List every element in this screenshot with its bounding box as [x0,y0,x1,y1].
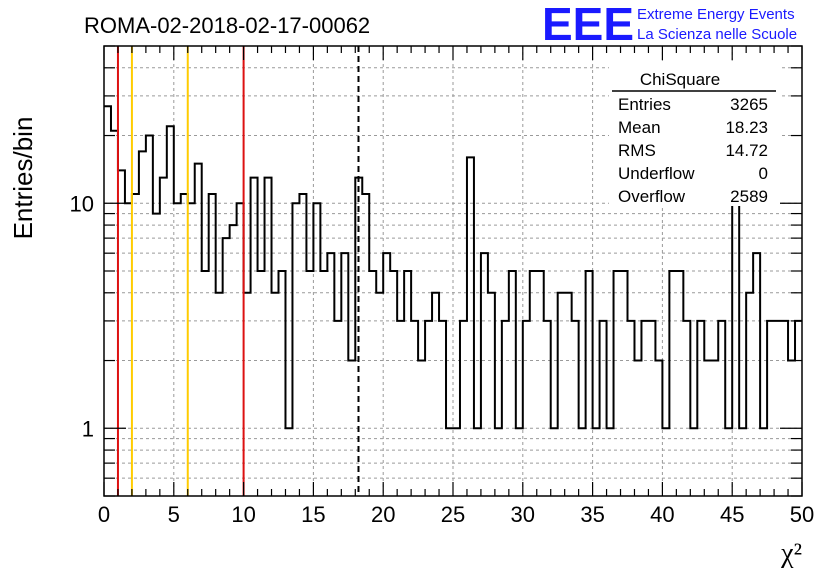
stats-box: ChiSquare Entries 3265 Mean 18.23 RMS 14.72 Un… [609,64,779,206]
stats-rows: Entries 3265 Mean 18.23 RMS 14.72 Underflow 0 Ov… [618,95,768,206]
x-tick-label: 50 [790,502,814,527]
logo-line-2: La Scienza nelle Scuole [637,26,797,43]
x-axis-label: χ² [780,538,802,569]
stats-row-label: Underflow [618,164,695,183]
x-tick-label: 30 [511,502,535,527]
x-tick-label: 40 [650,502,674,527]
stats-row-value: 0 [759,164,768,183]
x-tick-label: 20 [371,502,395,527]
y-tick-label: 1 [82,416,94,441]
x-tick-label: 0 [98,502,110,527]
x-tick-label: 15 [301,502,325,527]
stats-header: ChiSquare [640,70,720,89]
stats-row-label: Overflow [618,187,686,206]
y-tick-label: 10 [70,191,94,216]
stats-row-value: 3265 [730,95,768,114]
x-tick-label: 10 [231,502,255,527]
chart-title: ROMA-02-2018-02-17-00062 [84,13,370,38]
logo-line-1: Extreme Energy Events [637,6,795,23]
histogram-outline [104,105,802,430]
logo-text: EEE [542,0,634,50]
tick-labels: 0 5 10 15 20 25 30 35 40 45 50 1 10 [70,191,815,527]
stats-row-label: Entries [618,95,671,114]
x-tick-label: 5 [168,502,180,527]
stats-row-value: 14.72 [725,141,768,160]
marker-lines [116,46,360,496]
stats-row-value: 2589 [730,187,768,206]
x-tick-label: 35 [580,502,604,527]
stats-box-background [609,64,779,206]
stats-row-label: RMS [618,141,656,160]
x-tick-label: 25 [441,502,465,527]
axes [103,45,803,497]
stats-row-value: 18.23 [725,118,768,137]
y-axis-label: Entries/bin [8,117,38,240]
eee-logo: EEE Extreme Energy Events La Scienza nel… [542,0,797,50]
x-tick-label: 45 [720,502,744,527]
histogram [104,105,802,430]
stats-row-label: Mean [618,118,661,137]
